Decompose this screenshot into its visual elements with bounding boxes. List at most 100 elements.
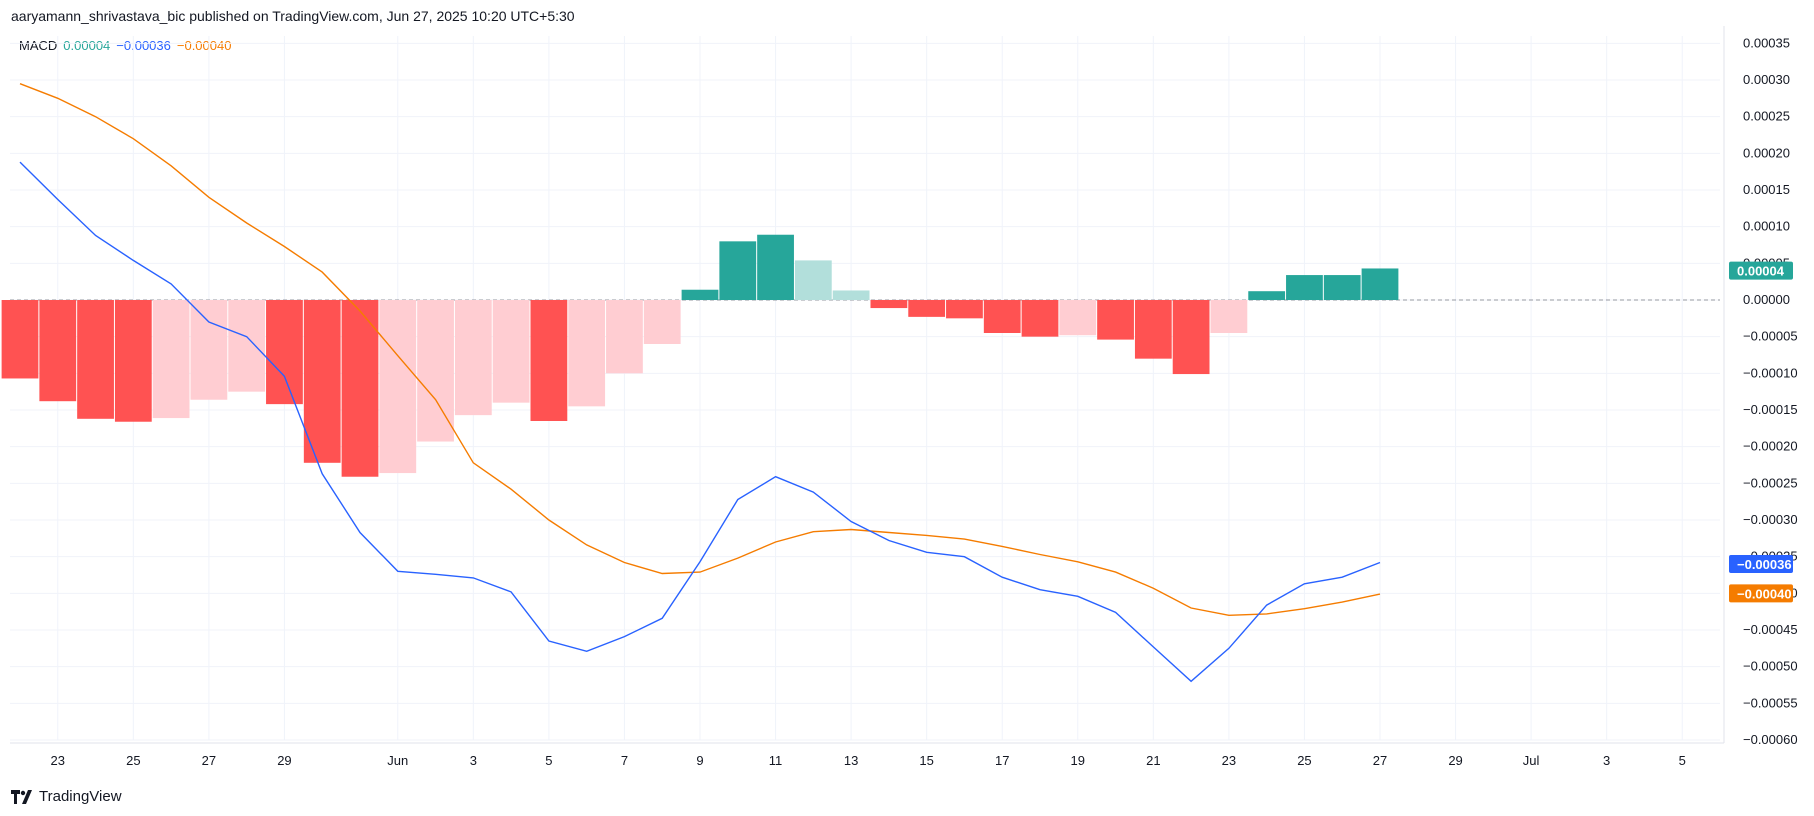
y-tick-label: 0.00025: [1743, 109, 1790, 124]
price-tag-label: −0.00036: [1737, 557, 1792, 572]
histogram-bar: [77, 300, 114, 419]
x-tick-label: 27: [202, 753, 216, 768]
price-tag: [1729, 261, 1793, 280]
histogram-bar: [228, 300, 266, 392]
histogram-bar: [719, 241, 757, 300]
x-tick-label: 23: [51, 753, 65, 768]
histogram-bar: [1248, 291, 1286, 300]
y-tick-label: −0.00045: [1743, 622, 1798, 637]
footer-brand-label: TradingView: [39, 788, 122, 805]
price-tag-label: −0.00040: [1737, 586, 1792, 601]
histogram-bar: [303, 300, 341, 463]
histogram-bar: [568, 300, 606, 407]
y-tick-label: −0.00060: [1743, 732, 1798, 747]
x-tick-label: 25: [1297, 753, 1311, 768]
x-tick-label: 3: [1603, 753, 1610, 768]
histogram-bar: [757, 234, 794, 300]
histogram-bar: [190, 300, 228, 400]
x-tick-label: 5: [1679, 753, 1686, 768]
macd-line: [19, 161, 1381, 683]
histogram-bar: [39, 300, 77, 402]
x-tick-label: 5: [545, 753, 552, 768]
histogram-bar: [492, 300, 530, 403]
chart-grid: [10, 26, 1725, 744]
x-tick-label: 23: [1222, 753, 1236, 768]
tradingview-logo-icon: [11, 789, 32, 804]
histogram-bar: [1172, 300, 1210, 375]
histogram-bar: [152, 300, 190, 419]
y-tick-label: −0.00005: [1743, 329, 1798, 344]
histogram-bar: [1323, 275, 1361, 300]
histogram-bar: [681, 289, 719, 300]
x-tick-label: 17: [995, 753, 1009, 768]
histogram-bar: [1134, 300, 1172, 359]
legend-macd-value: −0.00036: [116, 38, 171, 53]
histogram-bar: [946, 300, 983, 319]
y-tick-label: 0.00035: [1743, 35, 1790, 50]
price-tag: [1729, 555, 1793, 573]
x-tick-label: 15: [919, 753, 933, 768]
price-tag: [1729, 584, 1793, 603]
histogram-bar: [908, 300, 946, 317]
histogram-bar: [1021, 300, 1059, 337]
legend-signal-value: −0.00040: [176, 38, 232, 53]
x-axis[interactable]: 23 25 27 29 Jun 3 5 7 9 11 13 15 17 19 21 23 25 27 29 Jul 3 5: [51, 753, 1686, 768]
y-tick-label: −0.00015: [1743, 402, 1798, 417]
x-tick-label: 11: [769, 753, 783, 768]
x-tick-label: 13: [844, 753, 858, 768]
y-tick-label: −0.00025: [1743, 475, 1798, 490]
price-tags: 0.00004 −0.00036 −0.00040: [1729, 261, 1793, 603]
histogram-bars: [1, 234, 1399, 477]
x-tick-label: 9: [696, 753, 703, 768]
histogram-bar: [606, 300, 643, 374]
y-tick-label: 0.00030: [1743, 72, 1790, 87]
x-tick-label: 29: [277, 753, 291, 768]
histogram-bar: [983, 300, 1021, 333]
signal-line: [19, 83, 1381, 617]
y-tick-label: 0.00020: [1743, 145, 1790, 160]
y-tick-label: −0.00055: [1743, 695, 1798, 710]
histogram-bar: [1059, 300, 1097, 336]
y-tick-label: −0.00020: [1743, 439, 1798, 454]
y-tick-label: −0.00030: [1743, 512, 1798, 527]
histogram-bar: [1097, 300, 1134, 340]
histogram-bar: [1361, 268, 1399, 300]
histogram-bar: [832, 290, 870, 300]
legend-indicator-name: MACD: [19, 38, 58, 53]
x-tick-label: Jul: [1523, 753, 1540, 768]
histogram-bar: [341, 300, 379, 477]
x-tick-label: 7: [621, 753, 628, 768]
y-tick-label: −0.00050: [1743, 659, 1798, 674]
y-tick-label: 0.00010: [1743, 219, 1790, 234]
x-tick-label: 25: [126, 753, 140, 768]
x-tick-label: 29: [1448, 753, 1462, 768]
histogram-bar: [266, 300, 303, 405]
y-axis[interactable]: 0.00035 0.00030 0.00025 0.00020 0.00015 0.000…: [1743, 35, 1798, 747]
histogram-bar: [454, 300, 492, 416]
publisher-line: aaryamann_shrivastava_bic published on T…: [11, 8, 575, 24]
x-tick-label: 27: [1373, 753, 1387, 768]
histogram-bar: [379, 300, 417, 474]
x-tick-label: 21: [1146, 753, 1160, 768]
histogram-bar: [643, 300, 681, 344]
histogram-bar: [794, 260, 832, 300]
histogram-bar: [1210, 300, 1248, 333]
histogram-bar: [1, 300, 39, 379]
y-tick-label: −0.00010: [1743, 365, 1798, 380]
indicator-legend[interactable]: MACD 0.00004 −0.00036 −0.00040: [19, 38, 237, 53]
x-tick-label: 19: [1071, 753, 1085, 768]
footer-brand[interactable]: TradingView: [11, 788, 122, 805]
histogram-bar: [114, 300, 152, 422]
legend-histogram-value: 0.00004: [63, 38, 111, 53]
chart-lines: [19, 83, 1381, 683]
x-tick-label: Jun: [387, 753, 408, 768]
histogram-bar: [417, 300, 454, 442]
y-tick-label: 0.00015: [1743, 182, 1790, 197]
histogram-bar: [1286, 275, 1323, 300]
histogram-bar: [870, 300, 908, 309]
histogram-bar: [530, 300, 568, 421]
price-tag-label: 0.00004: [1737, 264, 1785, 279]
x-tick-label: 3: [470, 753, 477, 768]
y-tick-label: 0.00000: [1743, 292, 1790, 307]
